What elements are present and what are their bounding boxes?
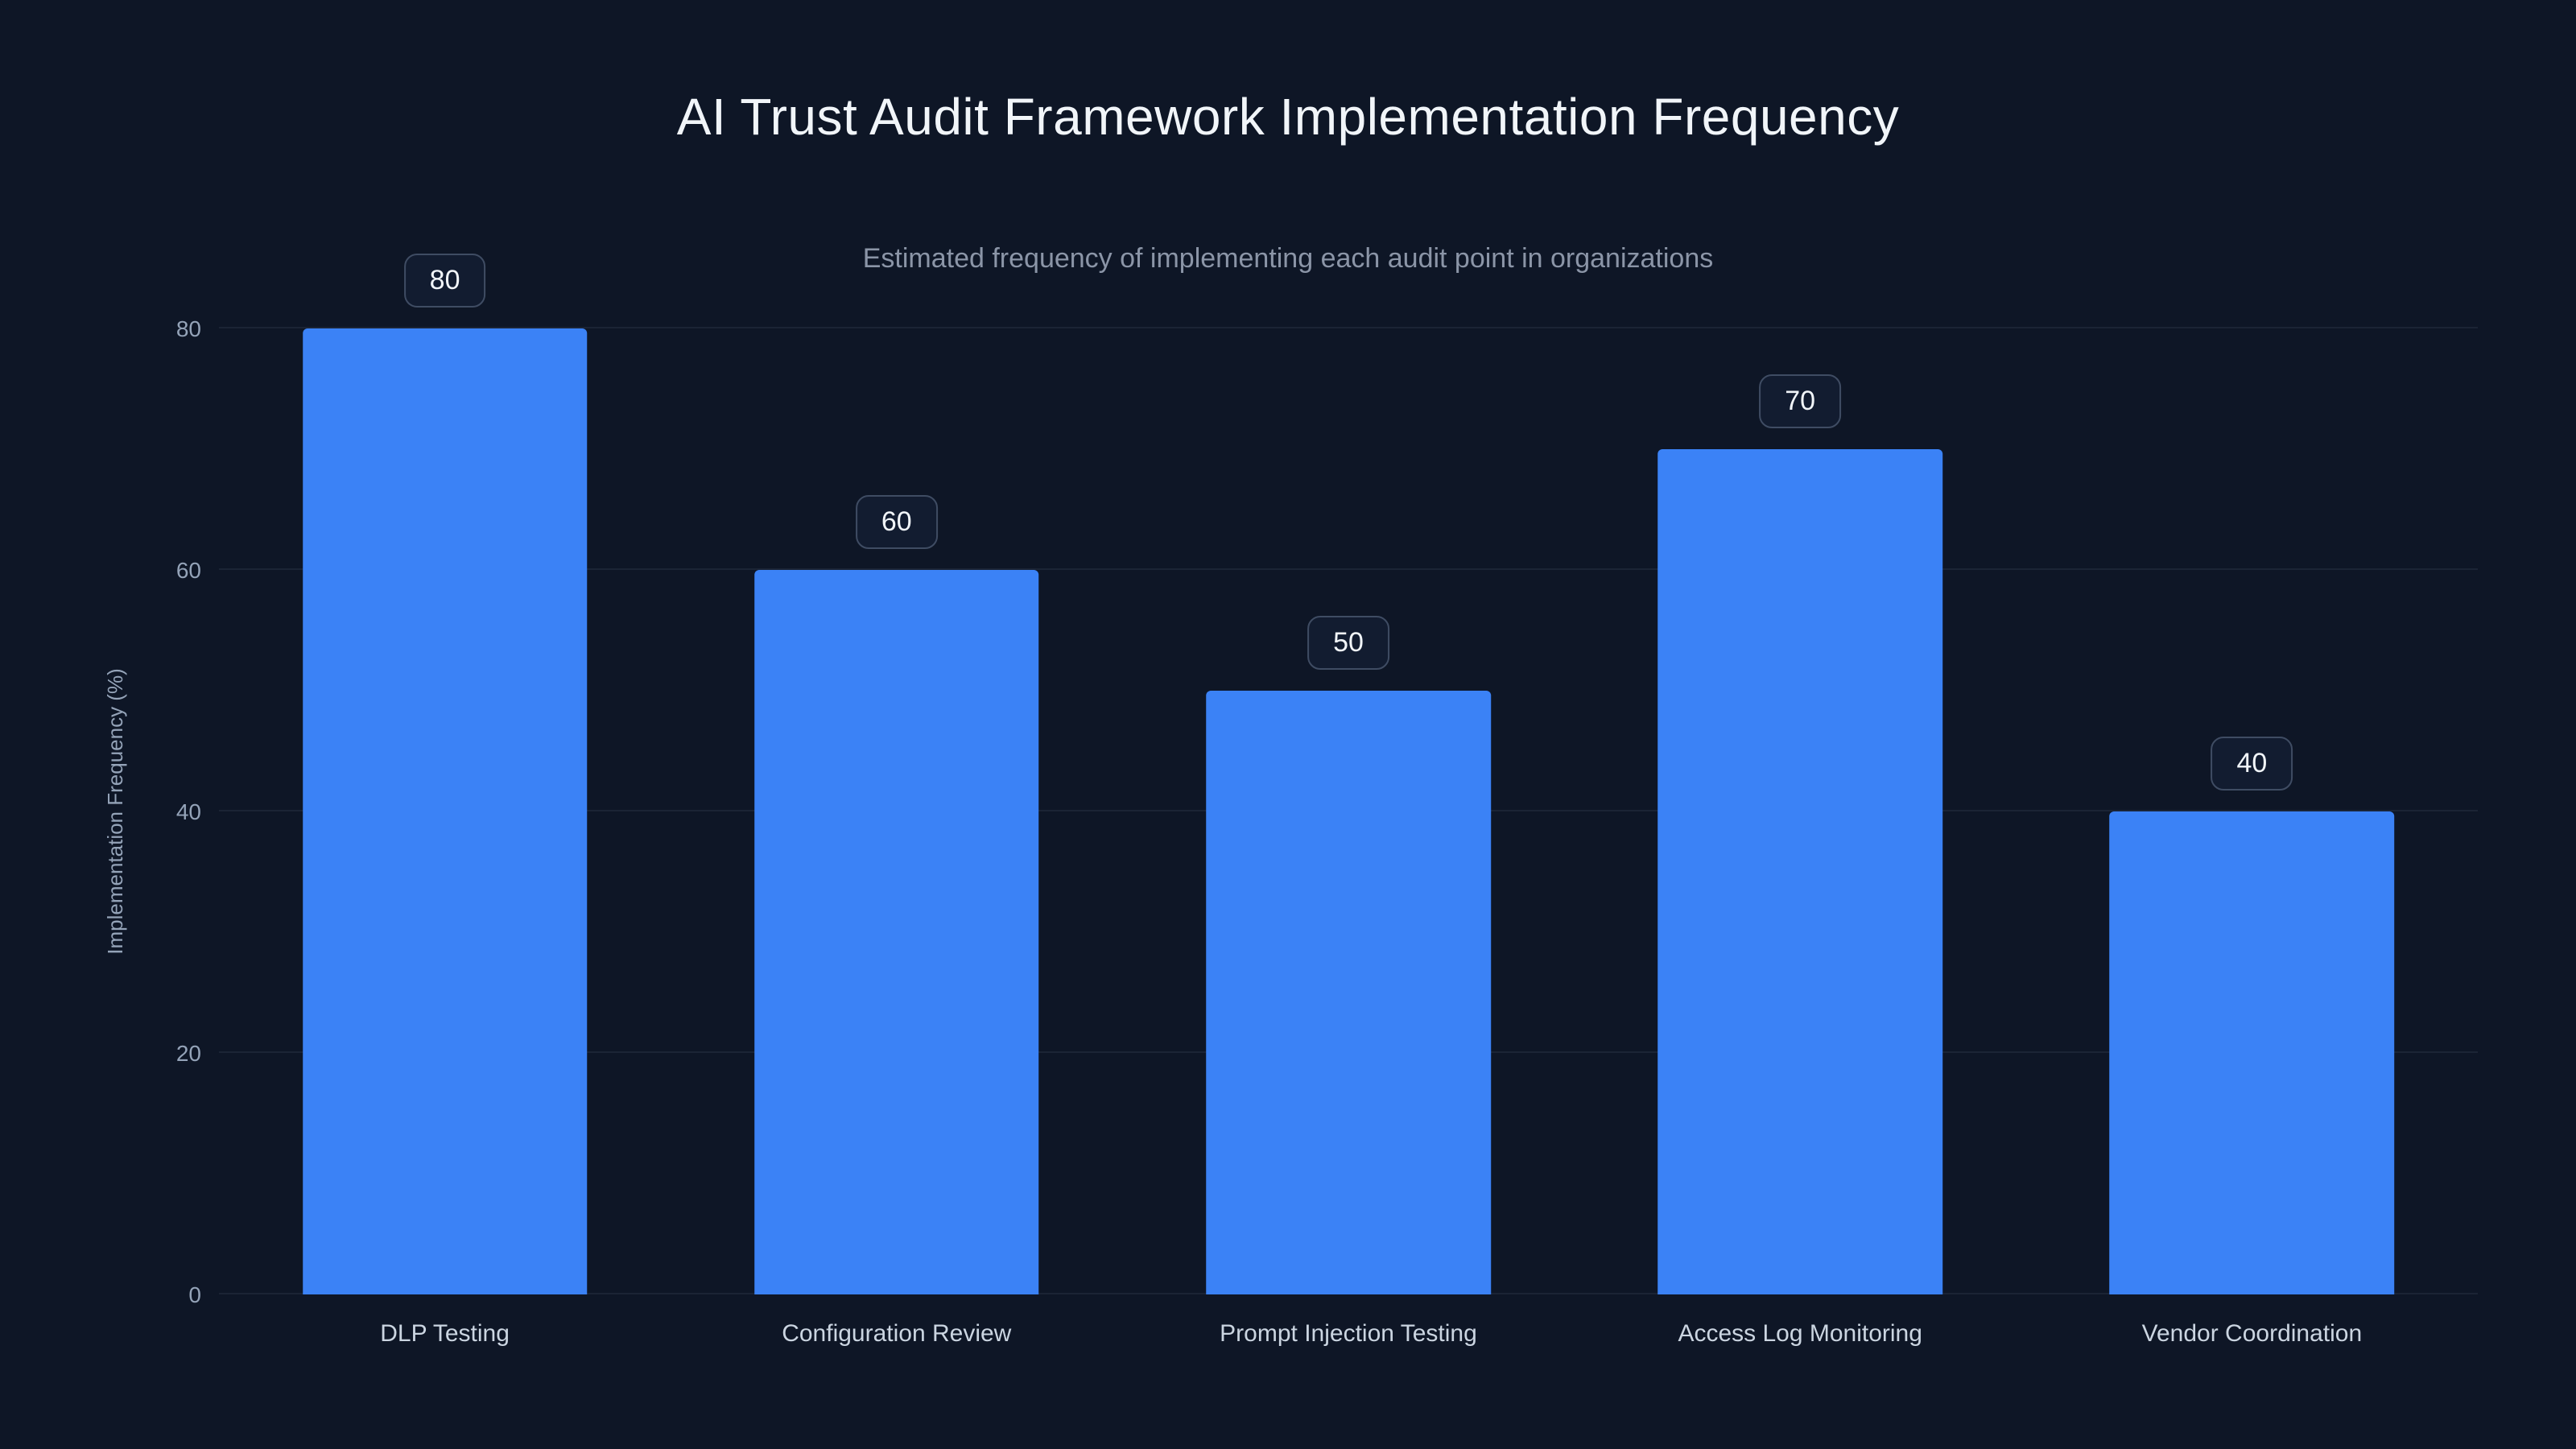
y-tick-label: 80 bbox=[175, 316, 201, 341]
bar bbox=[1657, 449, 1942, 1294]
category-label: Access Log Monitoring bbox=[1678, 1320, 1922, 1347]
y-tick-label: 0 bbox=[188, 1282, 201, 1307]
plot-area: 0 20 40 60 80 80 DLP Testing 60 Configuration Re… bbox=[176, 254, 2478, 1347]
bar-slot: 50 Prompt Injection Testing bbox=[1122, 328, 1574, 1347]
gridline bbox=[219, 568, 2478, 570]
category-label: Configuration Review bbox=[782, 1320, 1012, 1347]
bar bbox=[754, 570, 1039, 1294]
category-label: DLP Testing bbox=[380, 1320, 510, 1347]
value-badge: 60 bbox=[855, 495, 938, 549]
y-tick-label: 60 bbox=[175, 558, 201, 583]
bar bbox=[1206, 691, 1491, 1294]
value-badge: 50 bbox=[1307, 616, 1389, 670]
value-badge: 80 bbox=[403, 254, 486, 308]
bar bbox=[2109, 811, 2395, 1294]
bar-slot: 70 Access Log Monitoring bbox=[1575, 328, 2026, 1347]
value-badge: 40 bbox=[2211, 737, 2293, 791]
bar-slot: 80 DLP Testing bbox=[219, 254, 671, 1347]
chart-title: AI Trust Audit Framework Implementation … bbox=[676, 88, 1900, 146]
chart-subtitle: Estimated frequency of implementing each… bbox=[862, 243, 1714, 274]
bar bbox=[302, 328, 588, 1294]
category-label: Prompt Injection Testing bbox=[1220, 1320, 1477, 1347]
category-label: Vendor Coordination bbox=[2141, 1320, 2363, 1347]
value-badge: 70 bbox=[1759, 374, 1842, 428]
bar-slot: 60 Configuration Review bbox=[671, 328, 1122, 1347]
y-tick-label: 20 bbox=[175, 1041, 201, 1066]
bar-slot: 40 Vendor Coordination bbox=[2026, 328, 2478, 1347]
y-tick-label: 40 bbox=[175, 799, 201, 824]
gridline bbox=[219, 327, 2478, 328]
